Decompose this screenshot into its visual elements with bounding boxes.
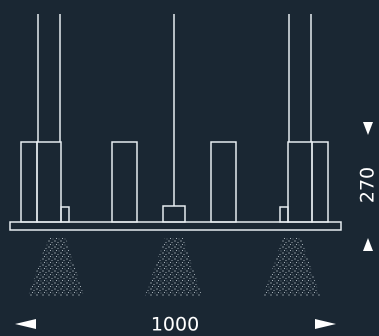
- left-shade-group: [20, 141, 70, 223]
- light-cone-left: [28, 238, 84, 296]
- suspension-cables: [37, 14, 312, 206]
- light-cone-center: [145, 238, 202, 296]
- light-cone-right: [263, 238, 320, 296]
- arrow-up-icon: [363, 238, 373, 251]
- height-dimension: 270: [357, 122, 379, 251]
- fixture-bar: [9, 221, 342, 231]
- arrow-right-icon: [315, 319, 336, 329]
- width-label: 1000: [151, 314, 199, 336]
- right-shade-group: [279, 141, 329, 223]
- height-label: 270: [357, 167, 379, 203]
- light-cones: [28, 238, 320, 296]
- arrow-left-icon: [15, 319, 36, 329]
- width-dimension: 1000: [15, 314, 336, 336]
- arrow-down-icon: [363, 122, 373, 135]
